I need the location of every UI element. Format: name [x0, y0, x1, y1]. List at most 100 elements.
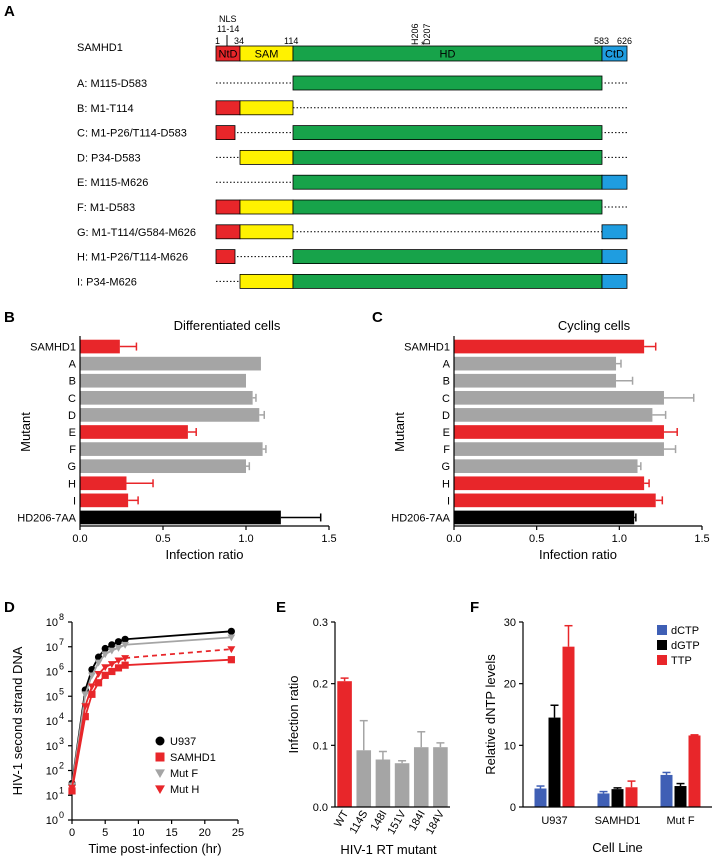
- bar: [674, 786, 687, 807]
- data-point: [101, 651, 110, 659]
- category-label: SAMHD1: [404, 342, 450, 354]
- data-point: [114, 664, 123, 672]
- data-point: [227, 656, 235, 664]
- y-tick-label: 10: [46, 790, 58, 802]
- x-axis-title: Infection ratio: [539, 547, 617, 562]
- y-tick-label: 10: [46, 642, 58, 654]
- category-label: F: [69, 444, 76, 456]
- y-tick-label: 0.2: [313, 679, 328, 691]
- legend-label: Mut F: [170, 768, 198, 780]
- nls-range: 11-14: [217, 24, 239, 34]
- y-tick-exponent: 8: [59, 612, 64, 622]
- construct-segment-ctd: [601, 174, 628, 190]
- legend-label: Mut H: [170, 784, 199, 796]
- construct-segment-sam: [239, 273, 294, 289]
- y-tick-exponent: 1: [59, 785, 64, 795]
- data-point: [155, 752, 165, 762]
- data-point: [108, 641, 116, 649]
- panel-label-e: E: [276, 599, 286, 616]
- y-tick-label: 0.0: [313, 802, 328, 814]
- legend-label: dCTP: [671, 625, 699, 637]
- category-label: WT: [332, 808, 351, 829]
- construct-segment-ntd: [215, 224, 241, 240]
- category-label: 184V: [424, 808, 448, 837]
- pos-583: 583: [594, 36, 609, 46]
- construct-label: D: P34-D583: [77, 152, 141, 164]
- data-point: [107, 661, 116, 669]
- y-axis-title: HIV-1 second strand DNA: [10, 646, 25, 795]
- bar: [80, 510, 281, 525]
- construct-segment-ctd: [601, 273, 628, 289]
- panel-label-d: D: [4, 599, 15, 616]
- active-site-marker: *: [421, 40, 425, 50]
- data-point: [114, 645, 123, 652]
- pos-114: 114: [284, 36, 298, 46]
- y-tick-label: 0.3: [313, 617, 328, 629]
- data-point: [94, 679, 103, 687]
- y-tick-exponent: 5: [59, 686, 64, 696]
- legend-swatch: [657, 625, 667, 635]
- bar: [562, 646, 575, 807]
- bar: [454, 339, 645, 354]
- construct-label: F: M1-D583: [77, 202, 135, 214]
- bar: [80, 425, 188, 439]
- category-label: 151V: [385, 808, 409, 837]
- y-tick-label: 10: [46, 667, 58, 679]
- construct-label: B: M1-T114: [77, 103, 134, 115]
- x-tick-label: 0.0: [72, 533, 87, 545]
- bar: [454, 459, 638, 474]
- domain-label-hd: HD: [440, 49, 456, 61]
- category-label: 114S: [348, 809, 371, 837]
- construct-segment-sam: [239, 100, 294, 116]
- construct-label: H: M1-P26/T114-M626: [77, 252, 188, 264]
- construct-segment-sam: [239, 199, 294, 215]
- bar: [80, 390, 253, 405]
- data-point: [227, 634, 236, 642]
- category-label: A: [443, 359, 451, 371]
- y-tick-label: 10: [46, 741, 58, 753]
- data-point: [121, 661, 129, 669]
- domain-label-ntd: NtD: [219, 49, 238, 61]
- category-label: D: [442, 410, 450, 422]
- y-tick-exponent: 4: [59, 711, 64, 721]
- category-label: HD206-7AA: [391, 512, 450, 524]
- data-point: [155, 785, 165, 794]
- full-length-protein: NtD SAM HD CtD: [215, 45, 628, 62]
- x-tick-label: 20: [199, 827, 211, 839]
- domain-schematic: SAMHD1 NLS 11-14 H206 D207 * 1 34 114 58…: [77, 14, 632, 289]
- data-point: [94, 671, 103, 678]
- category-label: SAMHD1: [595, 815, 641, 827]
- construct-label: G: M1-T114/G584-M626: [77, 227, 196, 239]
- construct-segment-ntd: [215, 199, 241, 215]
- panel-label-c: C: [372, 309, 383, 326]
- construct-segment-hd: [292, 125, 603, 140]
- y-tick-label: 10: [46, 716, 58, 728]
- x-axis-title: HIV-1 RT mutant: [340, 842, 437, 857]
- legend-swatch: [657, 640, 667, 650]
- category-label: B: [69, 376, 76, 388]
- y-axis-title: Infection ratio: [286, 675, 301, 753]
- y-axis-title: Mutant: [392, 412, 407, 452]
- y-tick-label: 30: [504, 617, 516, 629]
- bar: [454, 373, 617, 388]
- construct-segment-ntd_short: [215, 125, 236, 140]
- h206-label: H206: [410, 23, 420, 45]
- bar: [454, 408, 653, 422]
- legend-label: U937: [170, 736, 196, 748]
- panel-label-b: B: [4, 309, 15, 326]
- construct-label: E: M115-M626: [77, 177, 148, 189]
- pos-1: 1: [215, 36, 220, 46]
- data-point: [101, 664, 110, 672]
- bar: [375, 759, 391, 807]
- x-tick-label: 0: [69, 827, 75, 839]
- construct-segment-ctd: [601, 249, 628, 265]
- data-point: [81, 703, 90, 711]
- bar: [356, 750, 372, 807]
- category-label: U937: [541, 815, 567, 827]
- nls-label: NLS: [219, 14, 237, 24]
- bar: [454, 425, 664, 439]
- construct-label: C: M1-P26/T114-D583: [77, 128, 187, 140]
- category-label: C: [68, 393, 76, 405]
